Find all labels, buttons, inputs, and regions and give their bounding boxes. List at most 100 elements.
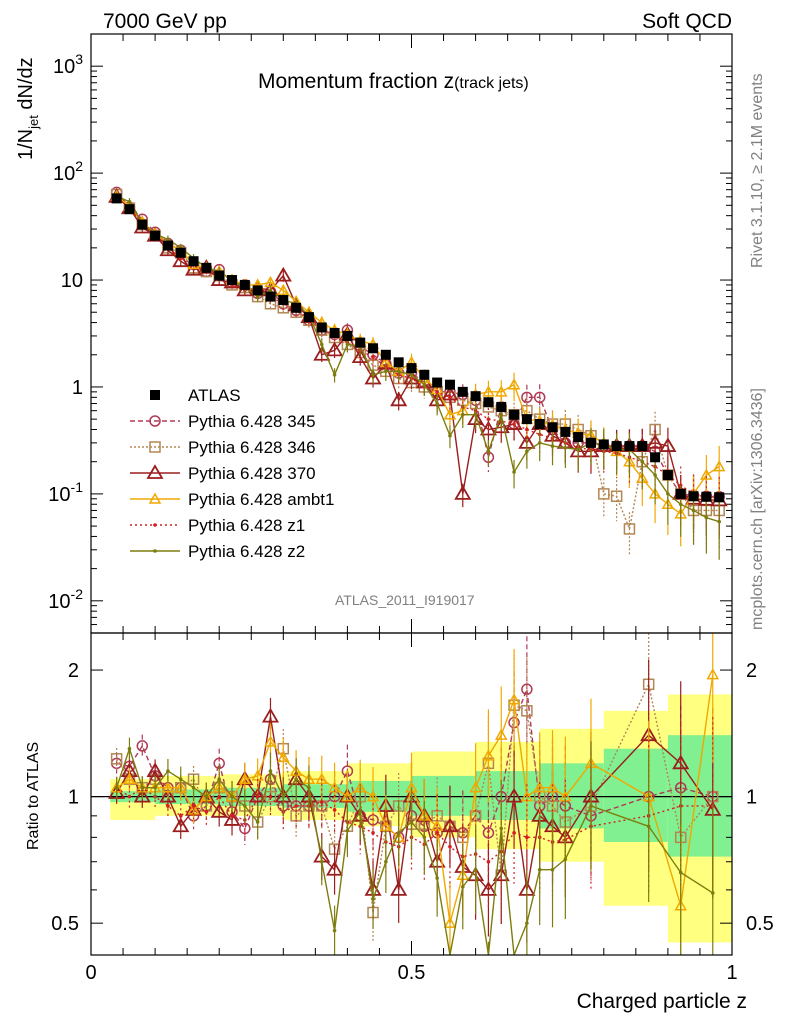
ratio-point	[448, 844, 452, 849]
data-point	[486, 449, 491, 454]
data-point	[640, 459, 645, 464]
ratio-point	[507, 693, 521, 705]
data-point	[637, 441, 648, 452]
data-point	[701, 491, 712, 502]
band-inner	[667, 735, 732, 857]
ratio-point	[277, 750, 290, 763]
ratio-point	[268, 769, 273, 773]
data-point	[624, 441, 635, 452]
y-label-top-sub: jet	[26, 115, 41, 130]
data-point	[611, 441, 622, 452]
x-tick-label: 0.5	[398, 962, 426, 984]
data-point	[435, 390, 439, 394]
ratio-point	[217, 777, 221, 782]
ratio-point	[178, 814, 183, 818]
ratio-point	[294, 804, 298, 808]
data-point	[585, 437, 596, 448]
data-point	[127, 199, 132, 204]
data-point	[598, 439, 609, 450]
data-point	[448, 433, 452, 438]
y-tick-label-bottom-right: 2	[746, 660, 757, 682]
legend-label: Pythia 6.428 z1	[188, 516, 305, 535]
header-right: Soft QCD	[642, 10, 732, 33]
data-point	[371, 372, 375, 377]
data-point	[688, 491, 699, 502]
data-point	[316, 322, 327, 333]
data-point	[507, 378, 521, 390]
data-point	[393, 357, 404, 368]
data-point	[483, 397, 494, 408]
data-point	[563, 445, 568, 450]
ratio-point	[319, 859, 324, 864]
ratio-point	[204, 810, 209, 814]
ratio-point	[550, 867, 555, 872]
ratio-point	[371, 831, 375, 835]
series-atlas	[111, 193, 725, 503]
data-point	[150, 230, 161, 241]
ratio-point	[366, 790, 380, 802]
tick-base: 10	[53, 56, 75, 78]
ratio-point	[114, 785, 119, 790]
data-point	[274, 266, 292, 282]
data-point	[646, 434, 664, 449]
ratio-point	[249, 787, 267, 803]
ratio-point	[537, 867, 542, 872]
ratio-point	[533, 781, 546, 793]
y-tick-label-bottom: 2	[68, 660, 79, 682]
data-point	[521, 414, 532, 425]
data-point	[227, 275, 238, 286]
data-point	[610, 490, 623, 503]
data-point	[704, 515, 709, 520]
data-point	[678, 502, 683, 507]
ratio-point	[460, 885, 465, 889]
ratio-point	[499, 826, 504, 831]
data-point	[326, 341, 344, 357]
band-inner	[411, 775, 476, 816]
ratio-line	[116, 689, 713, 839]
data-point	[448, 395, 452, 400]
ratio-line	[116, 786, 713, 863]
data-point	[396, 369, 401, 374]
data-point	[351, 348, 369, 364]
ratio-point	[482, 827, 495, 839]
data-point	[573, 432, 584, 443]
watermark: ATLAS_2011_I919017	[335, 592, 475, 608]
plot-title: Momentum fraction z(track jets)	[258, 70, 529, 93]
data-point	[172, 252, 190, 268]
data-point	[486, 417, 491, 421]
data-point	[252, 285, 263, 296]
ratio-point	[486, 859, 491, 864]
data-point	[482, 385, 495, 397]
data-point	[329, 327, 340, 338]
ratio-point	[326, 860, 344, 876]
data-point	[650, 452, 661, 463]
ratio-point	[223, 811, 241, 826]
ratio-point	[443, 916, 457, 928]
data-point	[166, 237, 170, 242]
data-point	[435, 401, 439, 406]
ratio-point	[358, 810, 363, 814]
mcplots-label: mcplots.cern.ch [arXiv:1306.3436]	[749, 388, 766, 630]
plot-title-sub: (track jets)	[454, 75, 529, 92]
legend-label: Pythia 6.428 346	[188, 438, 316, 457]
ratio-point	[140, 785, 145, 790]
ratio-point	[678, 870, 683, 875]
data-point	[368, 343, 379, 354]
ratio-point	[261, 707, 280, 723]
ratio-point	[390, 881, 408, 896]
ratio-point	[409, 820, 414, 824]
ratio-point	[512, 831, 516, 835]
data-point	[380, 349, 391, 360]
y-tick-label-top: 103	[53, 51, 83, 78]
data-point	[390, 391, 408, 407]
ratio-point	[589, 804, 593, 808]
data-point	[371, 355, 375, 359]
ratio-point	[521, 705, 533, 717]
tick-exp: -2	[71, 586, 84, 602]
data-point	[714, 492, 725, 503]
ratio-point	[307, 785, 311, 790]
x-axis-label: Charged particle z	[577, 990, 747, 1013]
legend-item: Pythia 6.428 345	[130, 412, 316, 431]
ratio-point	[255, 820, 260, 824]
